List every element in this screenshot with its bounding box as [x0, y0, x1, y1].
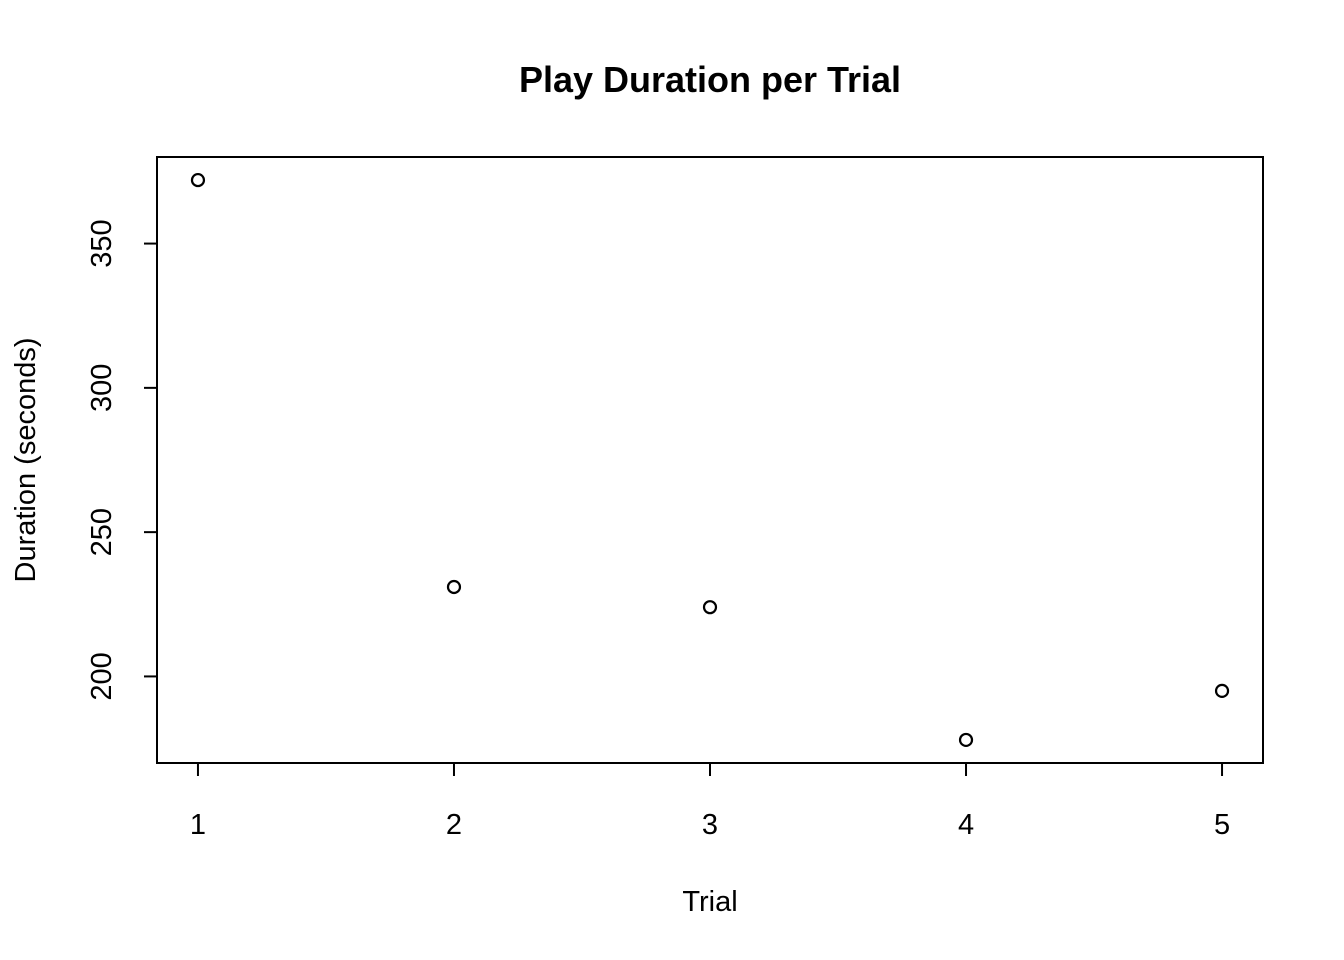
plot-frame	[157, 157, 1263, 763]
x-tick-label: 5	[1214, 809, 1230, 841]
chart-title: Play Duration per Trial	[519, 59, 901, 100]
data-point	[960, 734, 972, 746]
data-point	[192, 174, 204, 186]
x-tick-label: 1	[190, 809, 206, 841]
data-point	[1216, 685, 1228, 697]
y-axis: 200 250 300 350	[86, 219, 157, 700]
data-points	[192, 174, 1228, 746]
x-tick-label: 4	[958, 809, 974, 841]
x-tick-label: 3	[702, 809, 718, 841]
y-tick-label: 350	[86, 219, 118, 267]
x-tick-label: 2	[446, 809, 462, 841]
y-axis-title: Duration (seconds)	[10, 338, 42, 583]
y-tick-label: 200	[86, 652, 118, 700]
y-tick-label: 250	[86, 508, 118, 556]
x-axis-title: Trial	[682, 886, 737, 918]
y-tick-label: 300	[86, 364, 118, 412]
data-point	[704, 601, 716, 613]
x-axis: 1 2 3 4 5	[190, 763, 1230, 841]
data-point	[448, 581, 460, 593]
